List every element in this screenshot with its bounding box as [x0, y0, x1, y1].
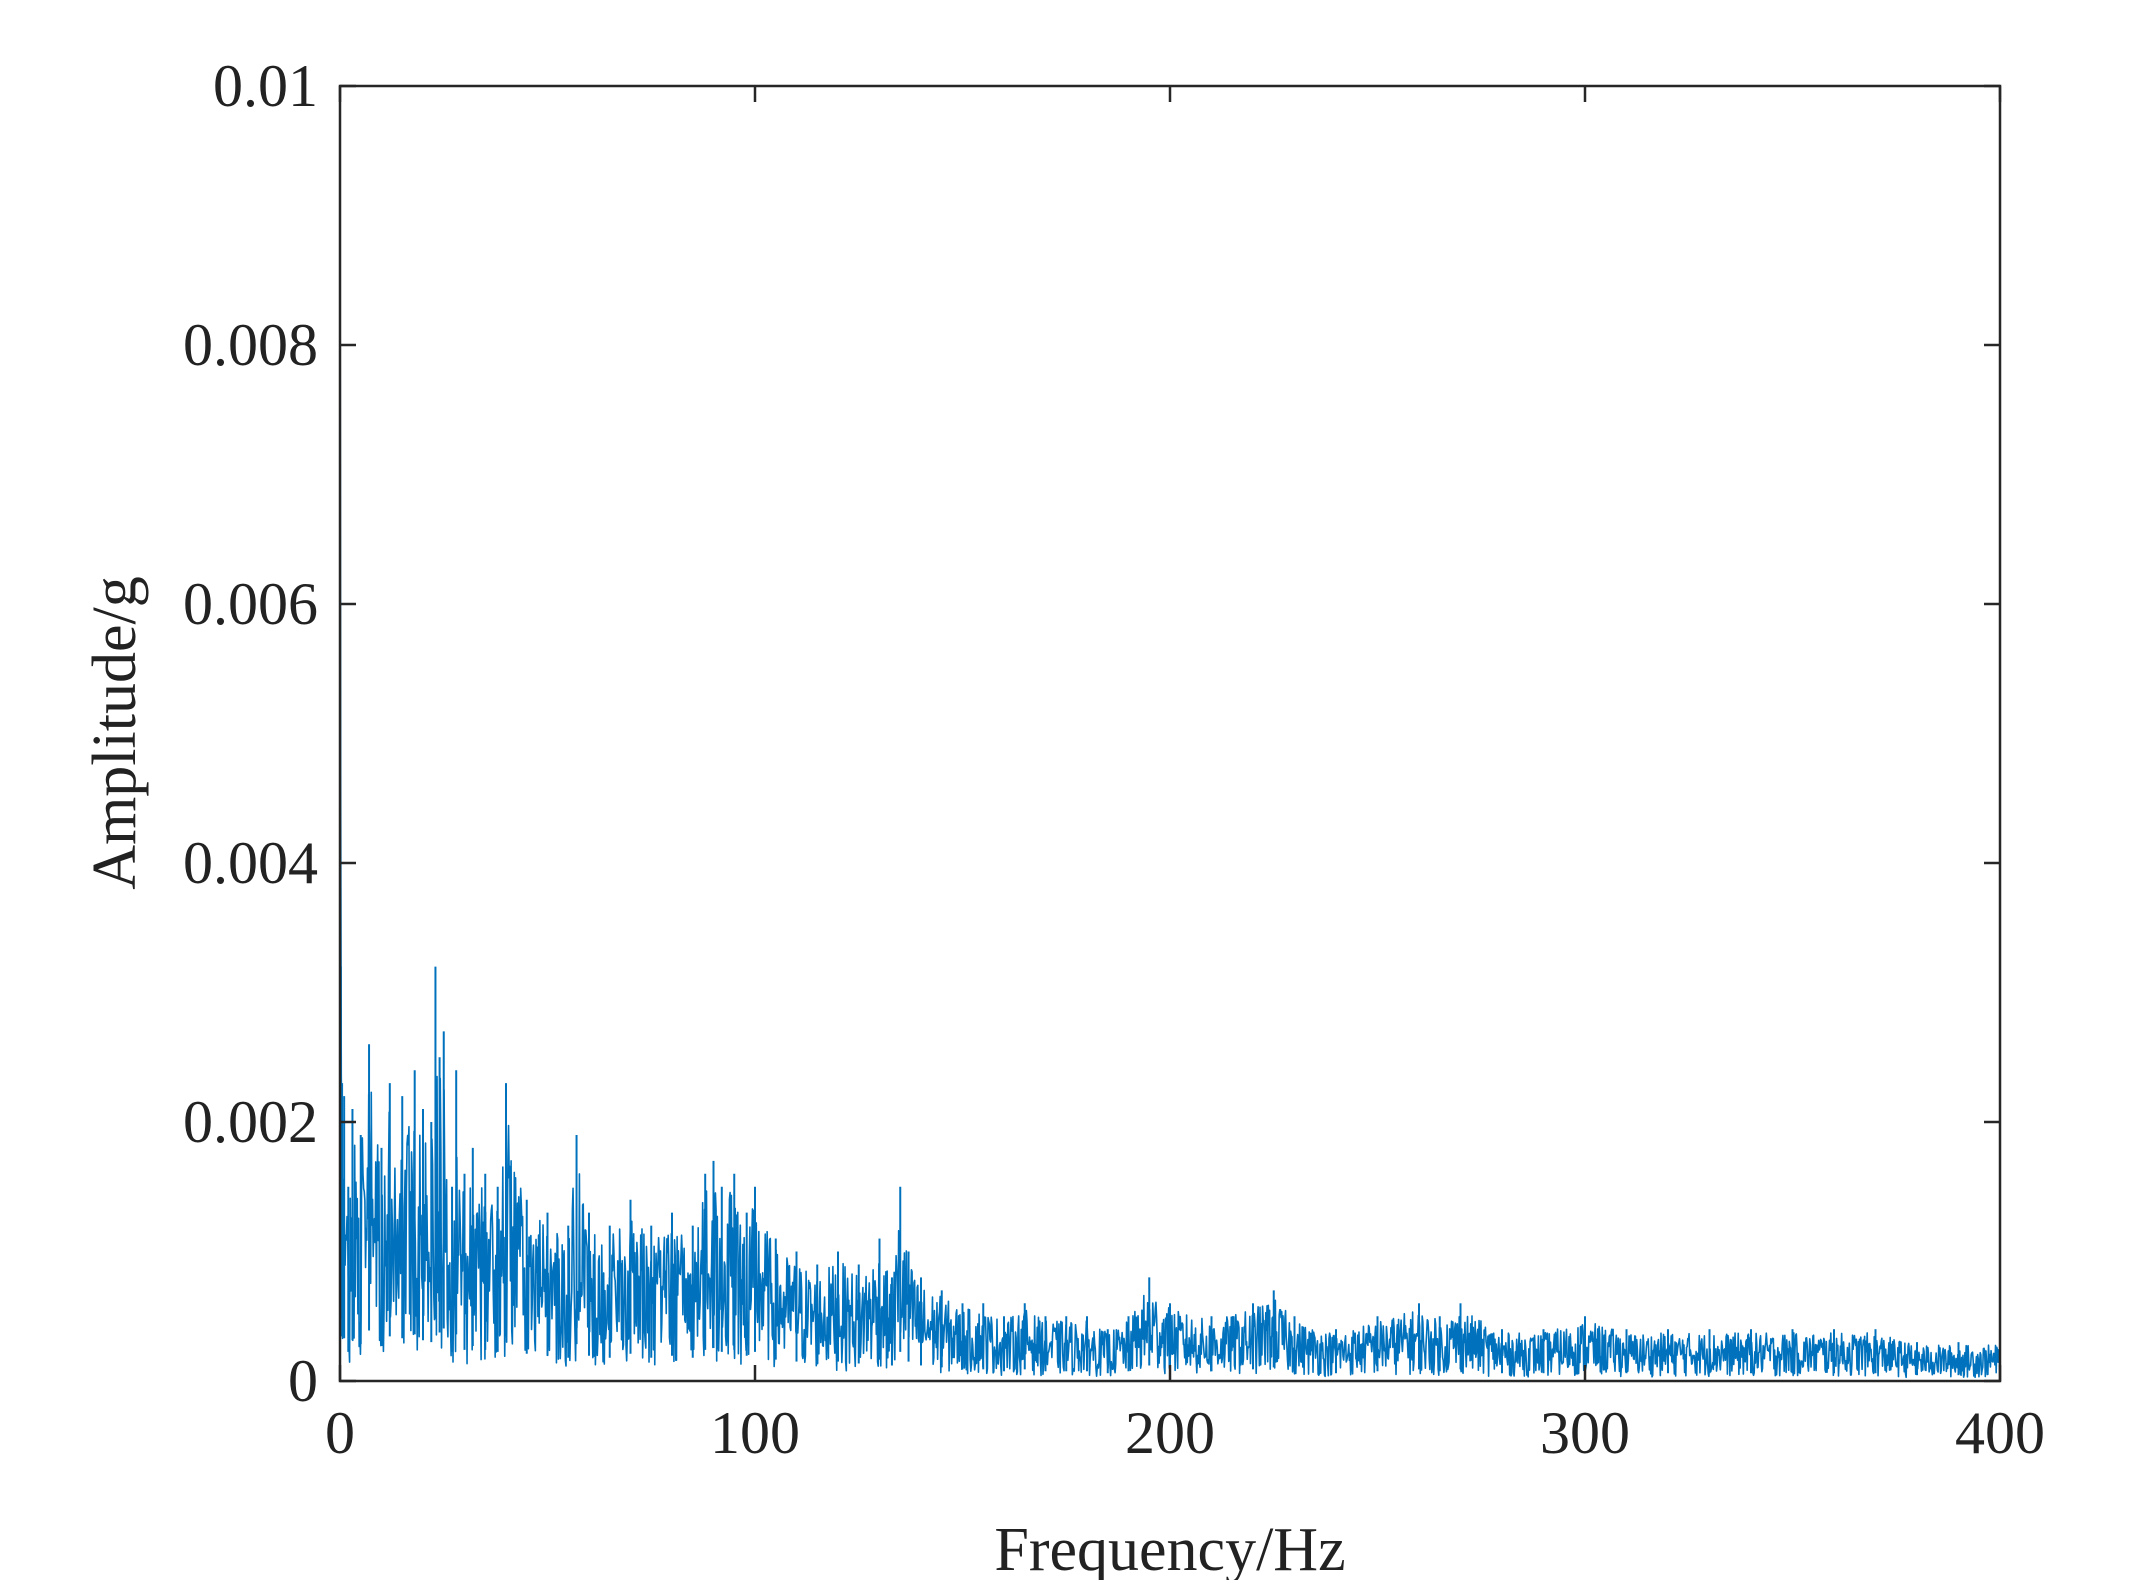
y-tick-label-1: 0.002 — [183, 1089, 318, 1155]
y-tick-label-5: 0.01 — [213, 53, 318, 119]
y-tick-label-2: 0.004 — [183, 830, 318, 896]
x-tick-label-1: 100 — [710, 1400, 800, 1466]
x-tick-label-2: 200 — [1125, 1400, 1215, 1466]
x-tick-label-0: 0 — [325, 1400, 355, 1466]
series-layer — [339, 124, 2001, 1379]
y-axis-title: Amplitude/g — [81, 576, 149, 889]
plot-background — [340, 86, 2000, 1381]
x-axis-title: Frequency/Hz — [994, 1516, 1345, 1580]
y-tick-label-3: 0.006 — [183, 571, 318, 637]
ticks-layer: 0 100 200 300 400 0 0.002 0.004 0.006 0.008 0.01 — [183, 53, 2045, 1466]
y-tick-label-0: 0 — [288, 1348, 318, 1414]
x-tick-label-3: 300 — [1540, 1400, 1630, 1466]
x-tick-label-4: 400 — [1955, 1400, 2045, 1466]
y-tick-label-4: 0.008 — [183, 312, 318, 378]
